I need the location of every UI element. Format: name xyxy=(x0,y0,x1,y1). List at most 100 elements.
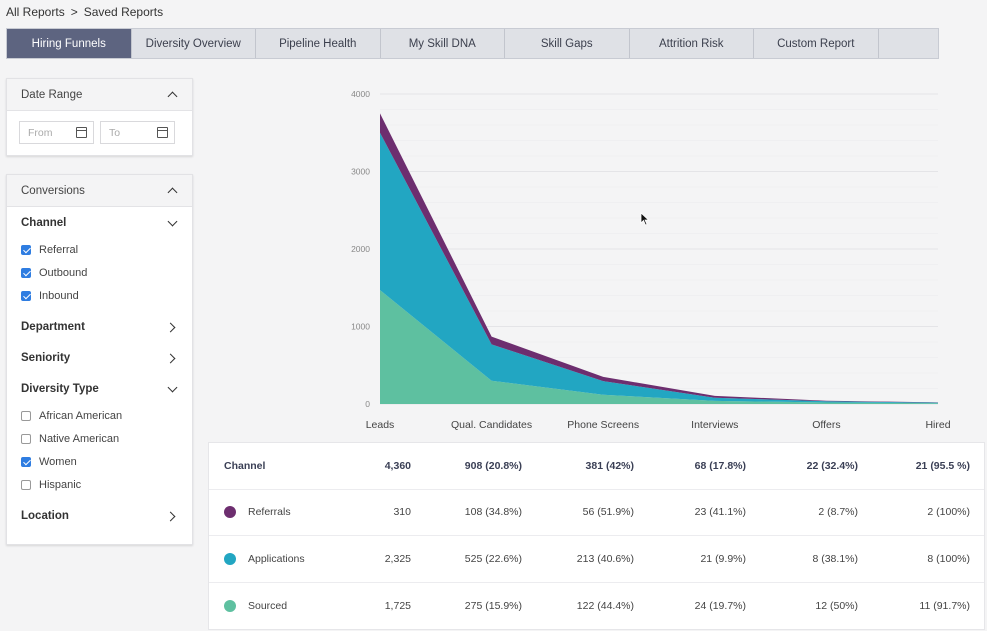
table-cell: 8 (38.1%) xyxy=(812,552,858,565)
row-label: Referrals xyxy=(248,506,291,519)
table-cell: 2,325 xyxy=(384,552,411,565)
table-header-cell: 68 (17.8%) xyxy=(694,459,746,472)
table-cell: 21 (9.9%) xyxy=(700,552,746,565)
table-cell: 11 (91.7%) xyxy=(919,599,970,612)
table-cell: 122 (44.4%) xyxy=(576,599,634,612)
checkbox-icon[interactable] xyxy=(21,244,31,255)
table-row: Applications 2,325 525 (22.6%) 213 (40.6… xyxy=(209,536,984,583)
x-category-label: Leads xyxy=(366,419,395,431)
checkbox-label: Outbound xyxy=(39,266,88,279)
table-cell: 12 (50%) xyxy=(815,599,858,612)
diversity-label: Diversity Type xyxy=(21,382,99,395)
chevron-down-icon[interactable] xyxy=(166,383,178,395)
table-header-channel: Channel xyxy=(224,459,266,472)
sourced-legend-dot xyxy=(224,599,236,612)
date-to-placeholder: To xyxy=(109,126,121,139)
table-header-cell: 4,360 xyxy=(384,459,411,472)
x-category-label: Interviews xyxy=(691,419,738,431)
checkbox-icon[interactable] xyxy=(21,290,31,301)
x-category-label: Phone Screens xyxy=(567,419,639,431)
table-header-cell: 381 (42%) xyxy=(585,459,634,472)
row-label: Applications xyxy=(248,552,305,565)
chevron-right-icon[interactable] xyxy=(166,510,178,522)
chevron-right-icon[interactable] xyxy=(166,352,178,364)
calendar-icon[interactable] xyxy=(157,127,168,138)
checkbox-native-american[interactable]: Native American xyxy=(7,427,192,450)
table-header-cell: 22 (32.4%) xyxy=(806,459,858,472)
checkbox-icon[interactable] xyxy=(21,267,31,278)
tab-pipeline-health[interactable]: Pipeline Health xyxy=(256,29,381,58)
diversity-section-header[interactable]: Diversity Type xyxy=(7,373,192,404)
location-section-header[interactable]: Location xyxy=(7,500,192,531)
y-tick-label: 0 xyxy=(365,399,370,409)
checkbox-african-american[interactable]: African American xyxy=(7,404,192,427)
table-cell: 2 (8.7%) xyxy=(818,506,858,519)
date-range-panel: Date Range From To xyxy=(6,78,193,156)
checkbox-label: African American xyxy=(39,409,123,422)
chevron-up-icon[interactable] xyxy=(166,89,178,101)
tab-diversity-overview[interactable]: Diversity Overview xyxy=(131,29,256,58)
y-tick-label: 4000 xyxy=(351,89,370,99)
referrals-legend-dot xyxy=(224,506,236,519)
chevron-down-icon[interactable] xyxy=(166,217,178,229)
funnel-chart: 0 1000 2000 3000 4000 Leads Qual. Candidates Ph… xyxy=(340,86,960,436)
table-cell: 23 (41.1%) xyxy=(694,506,746,519)
x-category-label: Qual. Candidates xyxy=(451,419,532,431)
conversions-title: Conversions xyxy=(21,184,85,197)
chevron-up-icon[interactable] xyxy=(166,185,178,197)
tab-skill-gaps[interactable]: Skill Gaps xyxy=(505,29,630,58)
funnel-chart-svg: 0 1000 2000 3000 4000 Leads Qual. Candidates Ph… xyxy=(351,89,951,431)
y-tick-label: 2000 xyxy=(351,244,370,254)
breadcrumb-all-reports[interactable]: All Reports xyxy=(6,5,65,19)
breadcrumb-current: Saved Reports xyxy=(83,5,164,19)
checkbox-inbound[interactable]: Inbound xyxy=(7,284,192,307)
funnel-table: Channel 4,360 908 (20.8%) 381 (42%) 68 (… xyxy=(208,442,985,630)
chevron-right-icon[interactable] xyxy=(166,321,178,333)
tab-custom-report[interactable]: Custom Report xyxy=(754,29,879,58)
table-cell: 213 (40.6%) xyxy=(576,552,634,565)
applications-legend-dot xyxy=(224,552,236,565)
checkbox-icon[interactable] xyxy=(21,410,31,421)
tab-attrition-risk[interactable]: Attrition Risk xyxy=(629,29,754,58)
checkbox-icon[interactable] xyxy=(21,456,31,467)
table-cell: 24 (19.7%) xyxy=(694,599,746,612)
department-section-header[interactable]: Department xyxy=(7,311,192,342)
channel-label: Channel xyxy=(21,216,67,229)
table-header-row: Channel 4,360 908 (20.8%) 381 (42%) 68 (… xyxy=(209,443,984,490)
seniority-section-header[interactable]: Seniority xyxy=(7,342,192,373)
seniority-label: Seniority xyxy=(21,351,71,364)
mouse-cursor-icon xyxy=(640,212,650,226)
date-from-placeholder: From xyxy=(28,126,53,139)
x-category-label: Hired xyxy=(925,419,950,431)
table-cell: 525 (22.6%) xyxy=(464,552,522,565)
sourced-area xyxy=(380,290,938,404)
tab-my-skill-dna[interactable]: My Skill DNA xyxy=(380,29,505,58)
y-tick-label: 1000 xyxy=(351,322,370,332)
location-label: Location xyxy=(21,509,69,522)
date-range-header[interactable]: Date Range xyxy=(7,79,192,111)
breadcrumb-separator: > xyxy=(70,5,78,19)
date-from-input[interactable]: From xyxy=(19,121,94,144)
table-cell: 275 (15.9%) xyxy=(464,599,522,612)
table-header-cell: 908 (20.8%) xyxy=(464,459,522,472)
table-row: Sourced 1,725 275 (15.9%) 122 (44.4%) 24… xyxy=(209,583,984,630)
checkbox-icon[interactable] xyxy=(21,479,31,490)
date-to-input[interactable]: To xyxy=(100,121,175,144)
checkbox-hispanic[interactable]: Hispanic xyxy=(7,473,192,496)
checkbox-outbound[interactable]: Outbound xyxy=(7,261,192,284)
conversions-header[interactable]: Conversions xyxy=(7,175,192,207)
y-tick-label: 3000 xyxy=(351,167,370,177)
channel-section-header[interactable]: Channel xyxy=(7,207,192,238)
department-label: Department xyxy=(21,320,85,333)
calendar-icon[interactable] xyxy=(76,127,87,138)
tab-empty-space xyxy=(878,29,938,58)
checkbox-label: Inbound xyxy=(39,289,79,302)
tab-hiring-funnels[interactable]: Hiring Funnels xyxy=(7,29,132,58)
report-tabs: Hiring Funnels Diversity Overview Pipeli… xyxy=(6,28,939,59)
checkbox-women[interactable]: Women xyxy=(7,450,192,473)
checkbox-referral[interactable]: Referral xyxy=(7,238,192,261)
breadcrumb: All Reports > Saved Reports xyxy=(6,5,163,19)
checkbox-icon[interactable] xyxy=(21,433,31,444)
checkbox-label: Referral xyxy=(39,243,79,256)
checkbox-label: Hispanic xyxy=(39,478,82,491)
